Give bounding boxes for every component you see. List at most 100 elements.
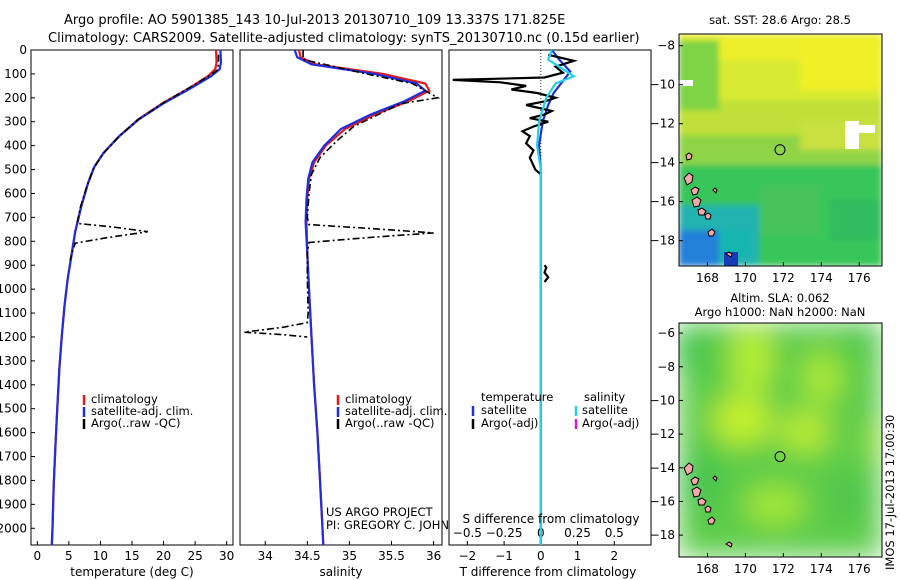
map-lon-tick-label: 176 bbox=[848, 271, 871, 285]
depth-tick-label: 800 bbox=[4, 234, 27, 248]
difference-legend: temperature satellite Argo(-adj) salinit… bbox=[471, 390, 639, 430]
difference-plot-frame bbox=[448, 49, 652, 546]
legend-temperature-satellite: satellite bbox=[481, 403, 527, 417]
map-lon-tick-label: 172 bbox=[772, 271, 795, 285]
difference-s-label: S difference from climatology bbox=[463, 512, 640, 526]
x-tick-label: −2 bbox=[459, 549, 477, 563]
imos-timestamp: IMOS 17-Jul-2013 17:00:30 bbox=[883, 415, 897, 570]
map-lat-tick-label: −16 bbox=[650, 494, 675, 508]
sst-argo-location-marker bbox=[774, 144, 786, 156]
series-line-satellite-adj-clim- bbox=[293, 50, 428, 545]
depth-tick-label: 600 bbox=[4, 186, 27, 200]
x-tick-label: 20 bbox=[156, 549, 171, 563]
depth-tick-label: 0 bbox=[19, 43, 27, 57]
depth-tick-label: 1900 bbox=[0, 497, 27, 511]
sla-map-panel: Altim. SLA: 0.062 Argo h1000: NaN h2000:… bbox=[650, 291, 883, 576]
salinity-diff-tick-label: −0.25 bbox=[486, 526, 523, 540]
map-lat-tick-label: −8 bbox=[657, 360, 675, 374]
map-lat-tick-label: −8 bbox=[657, 39, 675, 53]
x-tick-label: 34 bbox=[258, 549, 273, 563]
salinity-legend: climatology satellite-adj. clim. Argo(..… bbox=[336, 392, 447, 430]
x-tick-label: 15 bbox=[124, 549, 139, 563]
map-lat-tick-label: −18 bbox=[650, 234, 675, 248]
depth-tick-label: 200 bbox=[4, 91, 27, 105]
credit-pi: PI: GREGORY C. JOHNSON bbox=[326, 518, 474, 532]
series-line-argo-raw-qc- bbox=[69, 54, 220, 261]
map-lat-tick-label: −12 bbox=[650, 117, 675, 131]
series-line-argo-adj- bbox=[452, 53, 579, 176]
sla-field bbox=[679, 323, 882, 557]
salinity-x-axis: 34 34.5 35 35.5 36 bbox=[258, 541, 441, 563]
salinity-diff-tick-label: 0.25 bbox=[564, 526, 591, 540]
map-lon-tick-label: 170 bbox=[734, 562, 757, 576]
sla-map-title-line2: Argo h1000: NaN h2000: NaN bbox=[695, 305, 866, 319]
x-tick-label: 25 bbox=[187, 549, 202, 563]
salinity-legend-climatology: climatology bbox=[345, 392, 412, 406]
x-tick-label: 35.5 bbox=[378, 549, 405, 563]
sst-map-frame bbox=[678, 33, 883, 267]
depth-tick-label: 1500 bbox=[0, 402, 27, 416]
salinity-x-label: salinity bbox=[319, 565, 362, 579]
figure-title-line2: Climatology: CARS2009. Satellite-adjuste… bbox=[48, 31, 640, 46]
series-line-salinity-argo-adj- bbox=[543, 264, 550, 283]
sst-islands bbox=[683, 152, 733, 258]
x-tick-label: 0 bbox=[33, 549, 41, 563]
temperature-panel: 0100200300400500600700800900100011001200… bbox=[0, 43, 234, 579]
series-line-argo-raw-qc- bbox=[244, 50, 441, 338]
depth-tick-label: 1300 bbox=[0, 354, 27, 368]
legend-salinity-argo: Argo(-adj) bbox=[582, 416, 639, 430]
sst-field bbox=[679, 34, 882, 266]
legend-salinity-satellite: satellite bbox=[582, 403, 628, 417]
depth-tick-label: 1000 bbox=[0, 282, 27, 296]
difference-x-label: T difference from climatology bbox=[459, 565, 637, 579]
credit-project: US ARGO PROJECT bbox=[326, 505, 434, 519]
map-lon-tick-label: 168 bbox=[696, 271, 719, 285]
sla-islands bbox=[683, 462, 733, 548]
map-lat-tick-label: −10 bbox=[650, 393, 675, 407]
map-lat-tick-label: −14 bbox=[650, 156, 675, 170]
salinity-legend-satellite: satellite-adj. clim. bbox=[345, 404, 447, 418]
legend-temperature-title: temperature bbox=[481, 390, 553, 404]
depth-tick-label: 100 bbox=[4, 67, 27, 81]
x-tick-label: 0 bbox=[537, 549, 545, 563]
depth-tick-label: 1600 bbox=[0, 426, 27, 440]
x-tick-label: 35 bbox=[342, 549, 357, 563]
salinity-plot-frame bbox=[239, 49, 443, 546]
salinity-diff-tick-label: −0.5 bbox=[453, 526, 482, 540]
x-tick-label: 10 bbox=[93, 549, 108, 563]
depth-tick-label: 1400 bbox=[0, 378, 27, 392]
map-lon-tick-label: 172 bbox=[772, 562, 795, 576]
sst-map-title: sat. SST: 28.6 Argo: 28.5 bbox=[709, 13, 851, 27]
depth-tick-label: 700 bbox=[4, 210, 27, 224]
x-tick-label: 5 bbox=[65, 549, 73, 563]
map-lon-tick-label: 176 bbox=[848, 562, 871, 576]
salinity-profiles bbox=[244, 50, 441, 545]
x-tick-label: 2 bbox=[610, 549, 618, 563]
series-line-salinity-satellite bbox=[535, 50, 577, 545]
depth-tick-label: 900 bbox=[4, 258, 27, 272]
depth-tick-label: 1800 bbox=[0, 473, 27, 487]
depth-tick-label: 400 bbox=[4, 139, 27, 153]
depth-tick-label: 500 bbox=[4, 163, 27, 177]
difference-profiles bbox=[452, 50, 579, 545]
map-lon-tick-label: 174 bbox=[810, 562, 833, 576]
sst-map-axes: 168 170 172 174 176 −8 −10 −12 −14 −16 −18 bbox=[650, 39, 871, 285]
x-tick-label: 34.5 bbox=[294, 549, 321, 563]
legend-salinity-title: salinity bbox=[584, 390, 625, 404]
x-tick-label: 30 bbox=[219, 549, 234, 563]
map-lat-tick-label: −16 bbox=[650, 195, 675, 209]
figure-title-line1: Argo profile: AO 5901385_143 10-Jul-2013… bbox=[64, 13, 565, 28]
map-lat-tick-label: −14 bbox=[650, 461, 675, 475]
temperature-legend: climatology satellite-adj. clim. Argo(..… bbox=[82, 392, 193, 430]
sst-map-panel: sat. SST: 28.6 Argo: 28.5 bbox=[650, 13, 883, 285]
difference-panel: −2 −1 0 1 2 −0.5 −0.25 0 0.25 0.5 T difference f… bbox=[448, 49, 652, 579]
map-lat-tick-label: −12 bbox=[650, 427, 675, 441]
map-lat-tick-label: −10 bbox=[650, 78, 675, 92]
map-lat-tick-label: −18 bbox=[650, 528, 675, 542]
depth-tick-label: 2000 bbox=[0, 521, 27, 535]
salinity-legend-argo: Argo(..raw -QC) bbox=[345, 416, 435, 430]
temperature-x-axis: 0 5 10 15 20 25 30 bbox=[33, 541, 234, 563]
temperature-depth-axis: 0 100 200 300 400 500 600 700 800 900 1000 1100 1200… bbox=[0, 43, 35, 535]
sla-map-axes: 168 170 172 174 176 −6 −8 −10 −12 −14 −16 −18 bbox=[650, 326, 871, 576]
depth-tick-label: 1100 bbox=[0, 306, 27, 320]
